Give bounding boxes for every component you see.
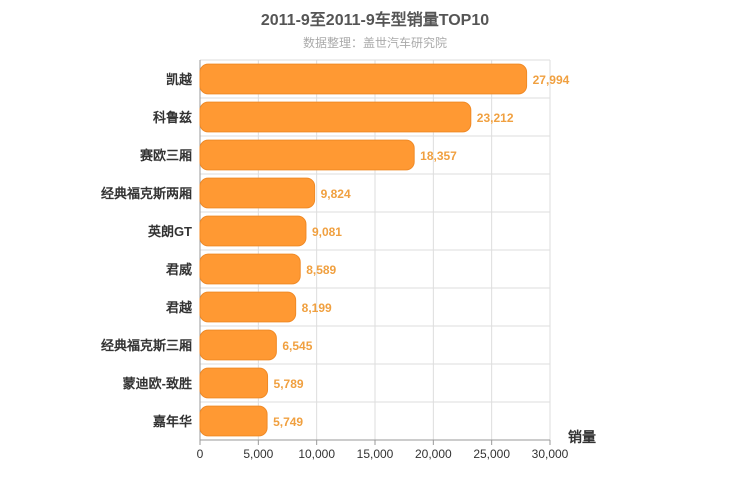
- bar[interactable]: [199, 63, 528, 95]
- category-label: 凯越: [166, 72, 193, 87]
- x-tick-label: 20,000: [415, 447, 452, 461]
- chart-subtitle: 数据整理：盖世汽车研究院: [302, 36, 447, 50]
- x-tick-label: 30,000: [532, 447, 569, 461]
- category-label: 君越: [166, 300, 193, 315]
- x-tick-label: 15,000: [357, 447, 394, 461]
- bar[interactable]: [199, 139, 415, 171]
- category-label: 经典福克斯三厢: [101, 338, 192, 353]
- category-label: 蒙迪欧-致胜: [123, 376, 192, 391]
- x-tick-label: 0: [197, 447, 204, 461]
- data-label: 23,212: [477, 111, 514, 125]
- bar[interactable]: [199, 215, 307, 247]
- data-label: 5,789: [274, 377, 304, 391]
- data-label: 5,749: [273, 415, 303, 429]
- category-label: 科鲁兹: [153, 110, 192, 125]
- bar[interactable]: [199, 253, 301, 285]
- category-label: 嘉年华: [152, 414, 192, 429]
- bar[interactable]: [199, 405, 268, 437]
- data-label: 9,824: [321, 187, 351, 201]
- data-label: 18,357: [420, 149, 457, 163]
- data-label: 6,545: [282, 339, 312, 353]
- data-label: 27,994: [533, 73, 570, 87]
- bar[interactable]: [199, 177, 316, 209]
- category-label: 君威: [166, 262, 192, 277]
- chart-title: 2011-9至2011-9车型销量TOP10: [260, 12, 490, 29]
- data-label: 9,081: [312, 225, 342, 239]
- x-tick-label: 10,000: [298, 447, 335, 461]
- data-label: 8,199: [302, 301, 332, 315]
- x-axis-title: 销量: [568, 429, 596, 445]
- bar[interactable]: [199, 367, 269, 399]
- bar[interactable]: [199, 101, 472, 133]
- category-label: 赛欧三厢: [139, 148, 192, 163]
- bar[interactable]: [199, 291, 297, 323]
- x-tick-label: 25,000: [473, 447, 510, 461]
- x-tick-label: 5,000: [243, 447, 273, 461]
- category-label: 经典福克斯两厢: [101, 186, 192, 201]
- category-label: 英朗GT: [147, 224, 192, 239]
- data-label: 8,589: [306, 263, 336, 277]
- bar[interactable]: [199, 329, 277, 361]
